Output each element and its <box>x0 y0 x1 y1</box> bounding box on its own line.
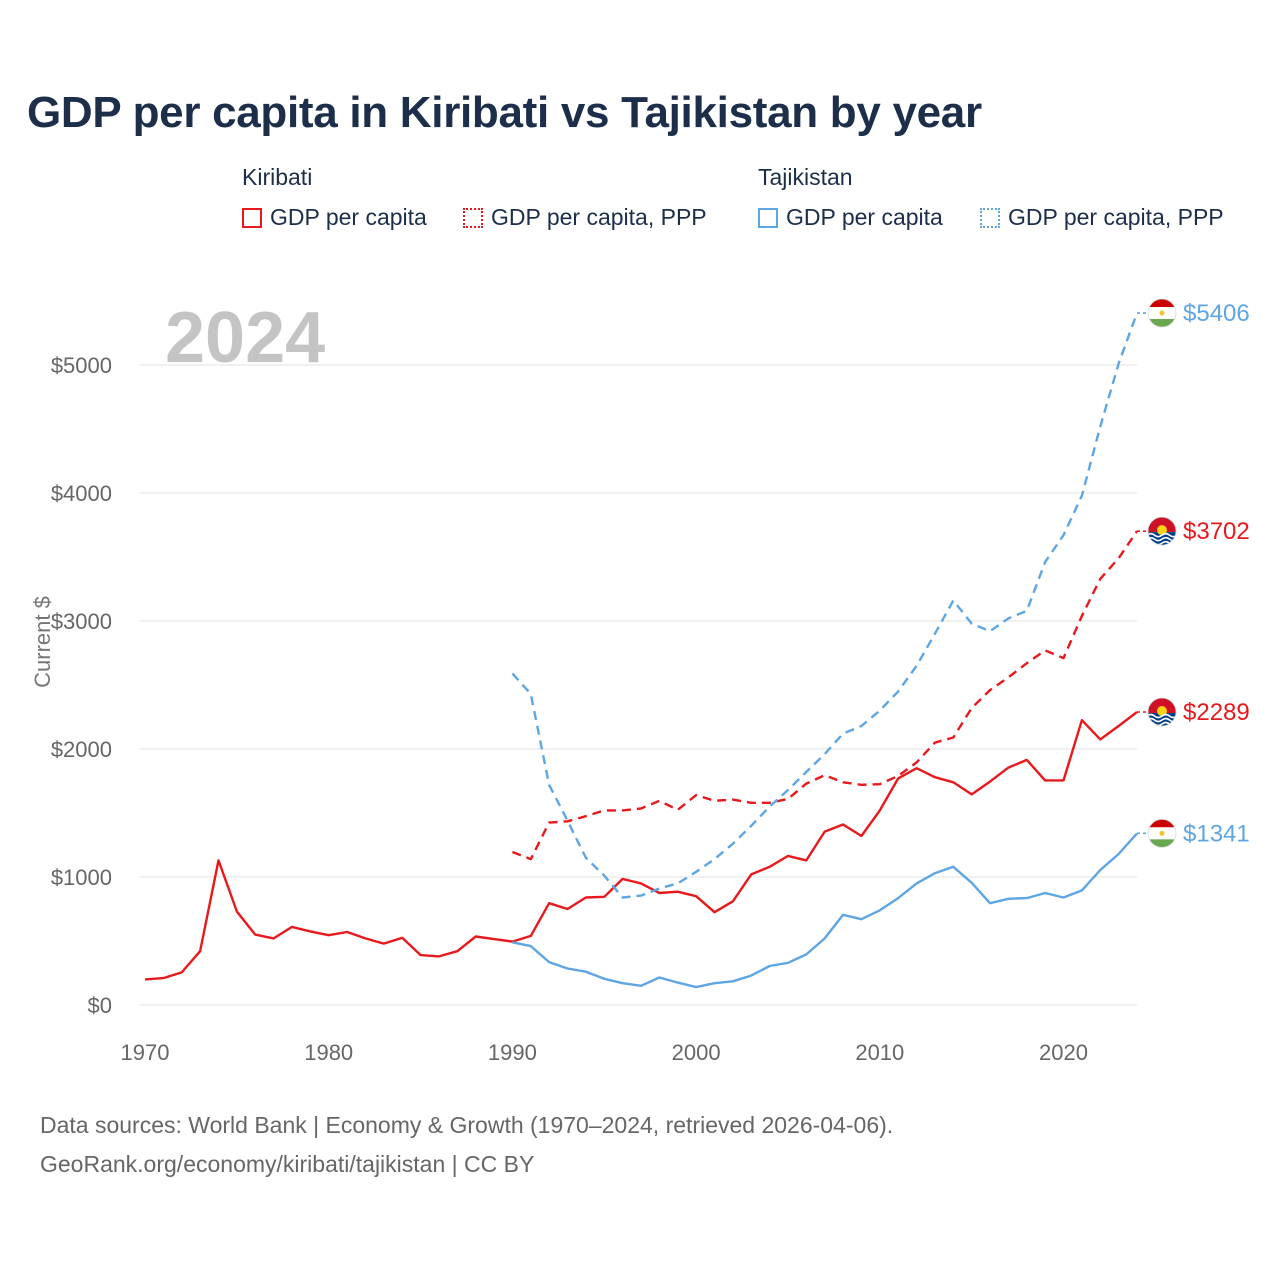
x-tick-label: 1990 <box>488 1040 537 1065</box>
gridlines <box>140 364 1137 1006</box>
series-line <box>512 832 1138 989</box>
x-axis-ticks: 1970 1980 1990 2000 2010 2020 <box>121 1040 1088 1065</box>
footer: Data sources: World Bank | Economy & Gro… <box>40 1106 893 1184</box>
chart-title: GDP per capita in Kiribati vs Tajikistan… <box>27 88 982 137</box>
tajikistan-flag-icon <box>1148 819 1176 848</box>
line-chart: $0 $1000 $2000 $3000 $4000 $5000 1970 1980 1990… <box>30 298 1250 1065</box>
legend-country-tajikistan: Tajikistan <box>758 164 853 190</box>
legend-label: GDP per capita <box>270 204 427 230</box>
legend-label: GDP per capita, PPP <box>1008 204 1224 230</box>
y-tick-label: $4000 <box>51 481 112 506</box>
legend-kiribati: Kiribati GDP per capita GDP per capita, … <box>242 164 742 244</box>
series-line <box>144 711 1138 981</box>
legend-country-kiribati: Kiribati <box>242 164 313 190</box>
y-axis-ticks: $0 $1000 $2000 $3000 $4000 $5000 <box>51 353 112 1018</box>
legend-swatch-solid-tajikistan <box>758 207 778 228</box>
end-value-label: $3702 <box>1183 518 1250 545</box>
y-axis-label: Current $ <box>30 596 55 688</box>
end-value-label: $5406 <box>1183 300 1250 327</box>
year-label: 2024 <box>165 298 325 378</box>
series-line <box>511 530 1138 861</box>
footer-link[interactable]: GeoRank.org/economy/kiribati/tajikistan … <box>40 1151 535 1177</box>
legend-tajikistan: Tajikistan GDP per capita GDP per capita… <box>758 164 1258 244</box>
legend-item-tajikistan-gdp[interactable]: GDP per capita <box>758 204 943 231</box>
end-value-label: $2289 <box>1183 699 1250 726</box>
series-line <box>511 312 1139 899</box>
tajikistan-flag-icon <box>1148 299 1176 328</box>
x-tick-label: 2000 <box>672 1040 721 1065</box>
legend-swatch-solid-kiribati <box>242 207 262 228</box>
kiribati-flag-icon <box>1148 698 1176 727</box>
x-tick-label: 2010 <box>855 1040 904 1065</box>
y-tick-label: $0 <box>88 993 112 1018</box>
x-tick-label: 2020 <box>1039 1040 1088 1065</box>
end-value-label: $1341 <box>1183 820 1250 847</box>
x-tick-label: 1970 <box>121 1040 170 1065</box>
y-tick-label: $5000 <box>51 353 112 378</box>
x-tick-label: 1980 <box>304 1040 353 1065</box>
series-lines <box>144 312 1139 989</box>
kiribati-flag-icon <box>1148 517 1176 546</box>
y-tick-label: $2000 <box>51 737 112 762</box>
legend-swatch-dotted-tajikistan <box>980 207 1000 228</box>
series-end-markers: $2289 $3702 $1341 $5406 <box>1137 298 1250 848</box>
legend-swatch-dotted-kiribati <box>463 207 483 228</box>
legend-item-tajikistan-ppp[interactable]: GDP per capita, PPP <box>980 204 1224 231</box>
y-tick-label: $1000 <box>51 865 112 890</box>
legend-item-kiribati-ppp[interactable]: GDP per capita, PPP <box>463 204 707 231</box>
legend-label: GDP per capita <box>786 204 943 230</box>
footer-source: Data sources: World Bank | Economy & Gro… <box>40 1112 894 1138</box>
y-tick-label: $3000 <box>51 609 112 634</box>
legend-item-kiribati-gdp[interactable]: GDP per capita <box>242 204 427 231</box>
legend-label: GDP per capita, PPP <box>491 204 707 230</box>
